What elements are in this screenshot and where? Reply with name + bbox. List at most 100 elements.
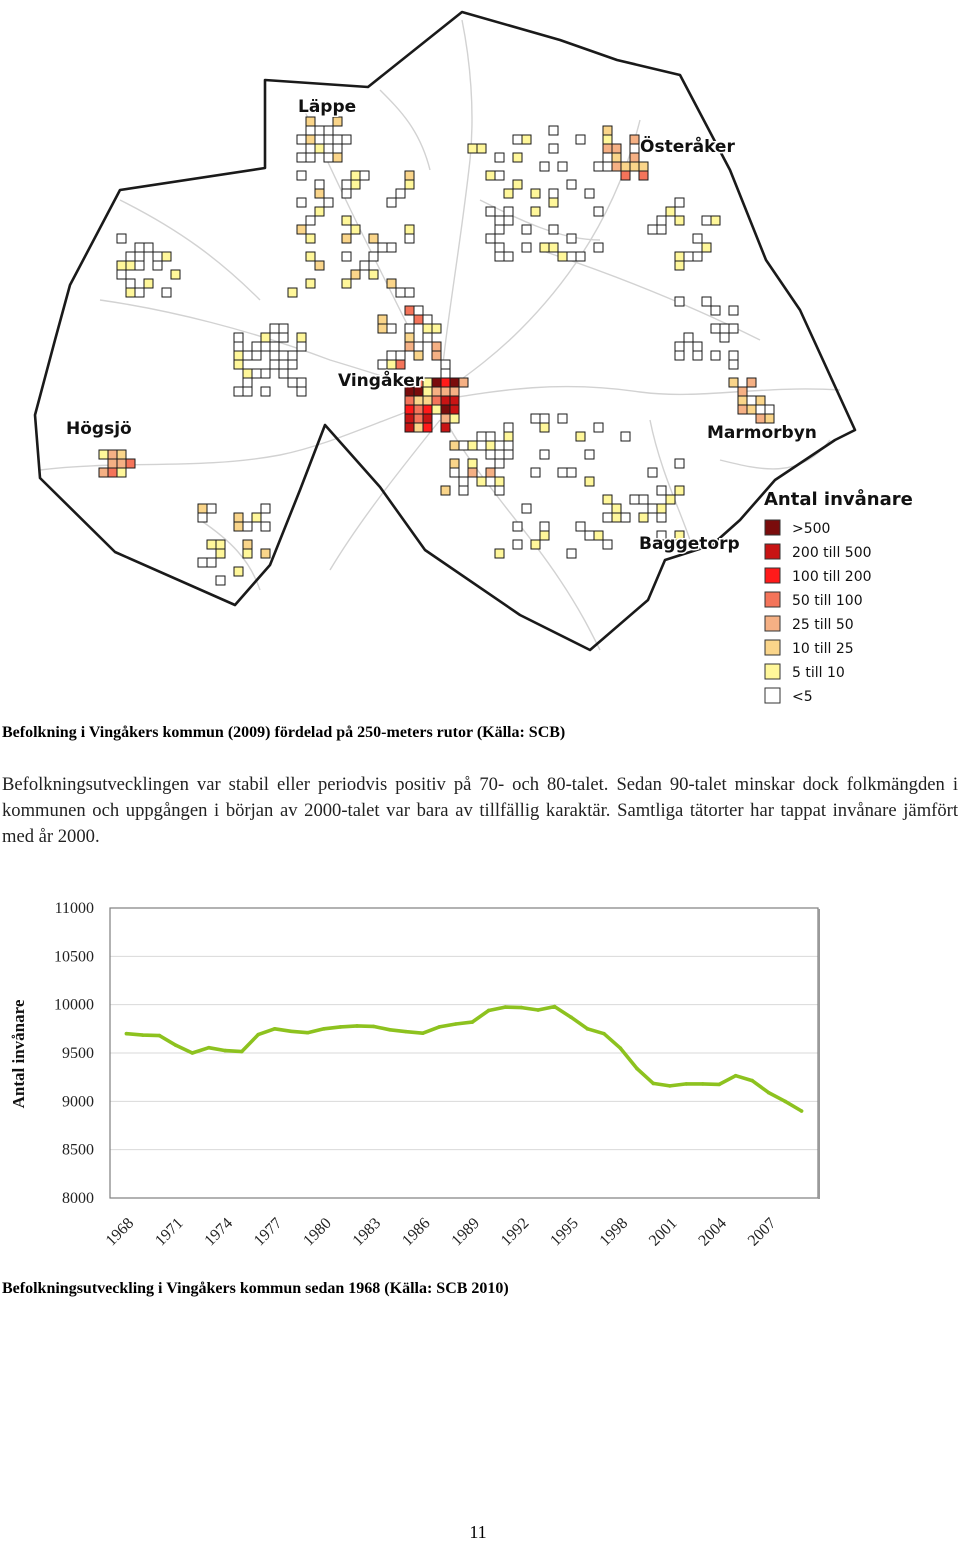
population-cell [548,197,559,208]
data-point [289,1029,293,1034]
data-point [651,1081,656,1086]
population-cell [233,332,244,343]
population-cell [656,485,667,496]
population-cell [422,386,433,397]
population-cell [665,539,676,550]
population-cell [530,188,541,199]
population-cell [431,377,442,388]
population-cell [269,323,280,334]
population-cell [413,404,424,415]
population-cell [206,503,217,514]
population-cell [467,467,478,478]
population-cell [341,179,352,190]
data-point [503,1005,507,1009]
population-cell [215,548,226,559]
data-point [338,1025,343,1029]
population-cell [296,224,307,235]
population-cell [674,251,685,262]
population-cell [368,233,379,244]
population-cell [404,170,415,181]
population-cell [494,215,505,226]
population-cell [413,386,424,397]
x-tick-label: 1986 [399,1215,434,1250]
population-cell [422,395,433,406]
population-cell [449,413,460,424]
population-cell [287,287,298,298]
legend-label: 25 till 50 [792,617,854,633]
population-cell [584,476,595,487]
population-cell [602,512,613,523]
population-cell [593,206,604,217]
population-cell [710,215,721,226]
population-cell [584,449,595,460]
population-cell [251,512,262,523]
population-grid-cells [98,116,775,586]
population-cell [755,395,766,406]
population-cell [287,377,298,388]
population-cell [440,368,451,379]
population-cell [215,539,226,550]
population-cell [611,512,622,523]
population-cell [260,521,271,532]
population-cell [476,431,487,442]
legend-swatch [764,543,781,560]
x-tick-label: 2004 [695,1215,730,1250]
population-cell [431,395,442,406]
population-cell [602,494,613,505]
population-cell [638,494,649,505]
population-cell [305,278,316,289]
population-cell [611,143,622,154]
population-cell [422,422,433,433]
population-cell [467,458,478,469]
population-cell [260,386,271,397]
population-cell [683,251,694,262]
x-tick-label: 1974 [201,1215,236,1250]
population-cell [323,134,334,145]
population-cell [602,125,613,136]
population-cell [305,134,316,145]
population-cell [494,476,505,487]
population-cell [494,170,505,181]
legend-swatch [764,519,781,536]
population-cell [548,188,559,199]
population-cell [710,350,721,361]
population-cell [512,539,523,550]
population-cell [341,215,352,226]
data-point [206,1045,211,1050]
data-point [437,1025,442,1029]
data-point [453,1022,458,1026]
population-cell [197,557,208,568]
data-point [486,1008,491,1013]
x-tick-label: 1971 [152,1215,187,1250]
population-cell [746,404,757,415]
population-cell [296,197,307,208]
population-cell [458,377,469,388]
population-cell [350,269,361,280]
population-cell [665,494,676,505]
population-cell [719,323,730,334]
legend-swatch [764,639,781,656]
population-cell [323,125,334,136]
population-cell [692,233,703,244]
population-series-line [124,1004,804,1113]
population-cell [377,323,388,334]
chart-y-ticks: 8000 8500 9000 9500 10000 10500 11000 [54,900,94,1207]
population-cell [539,422,550,433]
place-label-hogsjo: Högsjö [66,419,132,439]
population-cell [278,323,289,334]
population-cell [584,188,595,199]
data-point [717,1082,722,1087]
population-cell [656,503,667,514]
population-cell [566,548,577,559]
chart-series [124,1004,804,1113]
population-cell [503,251,514,262]
legend-title: Antal invånare [764,488,913,510]
population-cell [215,575,226,586]
data-point [371,1024,376,1029]
data-point [322,1027,326,1031]
population-cell [629,161,640,172]
population-cell [485,170,496,181]
population-cell [314,134,325,145]
population-cell [467,440,478,451]
population-cell [314,125,325,136]
